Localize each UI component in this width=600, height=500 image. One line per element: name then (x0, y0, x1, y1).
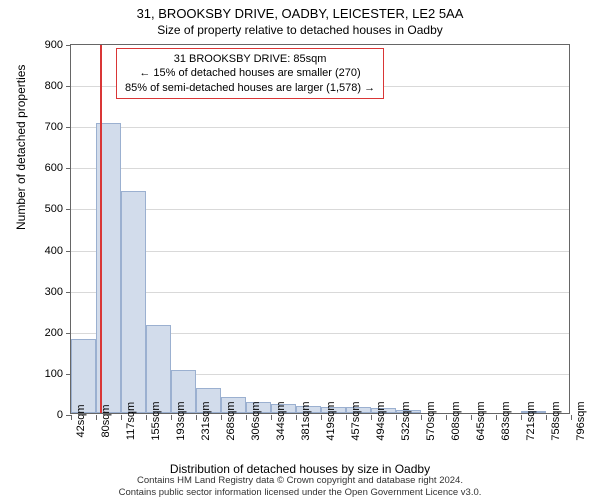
x-tick-label: 419sqm (325, 401, 337, 440)
y-tick-label: 500 (33, 203, 63, 215)
x-tick-label: 494sqm (375, 401, 387, 440)
y-tick-mark (66, 168, 71, 169)
x-tick-mark (521, 415, 522, 420)
x-tick-mark (271, 415, 272, 420)
y-tick-label: 900 (33, 39, 63, 51)
x-tick-label: 381sqm (300, 401, 312, 440)
x-tick-label: 608sqm (450, 401, 462, 440)
page-subtitle: Size of property relative to detached ho… (0, 21, 600, 41)
x-tick-mark (296, 415, 297, 420)
y-tick-label: 700 (33, 121, 63, 133)
y-axis-label: Number of detached properties (14, 65, 28, 230)
x-tick-label: 268sqm (225, 401, 237, 440)
y-tick-mark (66, 45, 71, 46)
plot-area: 010020030040050060070080090042sqm80sqm11… (70, 44, 570, 414)
x-tick-mark (471, 415, 472, 420)
y-tick-mark (66, 209, 71, 210)
y-tick-mark (66, 333, 71, 334)
annotation-line1: 31 BROOKSBY DRIVE: 85sqm (125, 52, 375, 66)
y-tick-label: 400 (33, 245, 63, 257)
x-tick-mark (96, 415, 97, 420)
footer-line1: Contains HM Land Registry data © Crown c… (0, 475, 600, 486)
y-tick-mark (66, 86, 71, 87)
histogram-bar (146, 325, 171, 413)
annotation-line2: ← 15% of detached houses are smaller (27… (125, 66, 375, 80)
x-tick-mark (396, 415, 397, 420)
y-tick-label: 200 (33, 327, 63, 339)
footer: Contains HM Land Registry data © Crown c… (0, 475, 600, 498)
grid-line (71, 168, 569, 169)
x-tick-mark (571, 415, 572, 420)
x-tick-mark (246, 415, 247, 420)
x-tick-mark (546, 415, 547, 420)
x-tick-label: 231sqm (200, 401, 212, 440)
annotation-line3: 85% of semi-detached houses are larger (… (125, 81, 375, 95)
x-tick-label: 80sqm (100, 404, 112, 437)
x-tick-label: 117sqm (125, 402, 137, 440)
x-tick-mark (371, 415, 372, 420)
x-tick-mark (421, 415, 422, 420)
x-tick-label: 645sqm (475, 401, 487, 440)
histogram-bar (71, 339, 96, 413)
x-axis-label: Distribution of detached houses by size … (0, 462, 600, 476)
y-tick-label: 800 (33, 80, 63, 92)
histogram-bar (121, 191, 146, 413)
x-tick-mark (121, 415, 122, 420)
y-tick-label: 0 (33, 409, 63, 421)
footer-line2: Contains public sector information licen… (0, 487, 600, 498)
x-tick-label: 155sqm (150, 401, 162, 440)
x-tick-label: 758sqm (550, 401, 562, 440)
chart-container: 010020030040050060070080090042sqm80sqm11… (70, 44, 570, 414)
x-tick-mark (221, 415, 222, 420)
x-tick-mark (446, 415, 447, 420)
x-tick-label: 721sqm (525, 401, 537, 440)
y-tick-mark (66, 127, 71, 128)
x-tick-label: 306sqm (250, 401, 262, 440)
x-tick-label: 532sqm (400, 401, 412, 440)
page-title: 31, BROOKSBY DRIVE, OADBY, LEICESTER, LE… (0, 0, 600, 21)
x-tick-label: 683sqm (500, 401, 512, 440)
x-tick-label: 42sqm (75, 404, 87, 437)
y-tick-label: 100 (33, 368, 63, 380)
x-tick-label: 796sqm (575, 401, 587, 440)
y-tick-label: 600 (33, 162, 63, 174)
x-tick-label: 193sqm (175, 401, 187, 440)
marker-line (100, 45, 102, 413)
y-tick-mark (66, 251, 71, 252)
x-tick-label: 457sqm (350, 401, 362, 440)
grid-line (71, 127, 569, 128)
x-tick-mark (171, 415, 172, 420)
x-tick-mark (346, 415, 347, 420)
x-tick-label: 344sqm (275, 401, 287, 440)
x-tick-mark (496, 415, 497, 420)
x-tick-mark (321, 415, 322, 420)
y-tick-mark (66, 292, 71, 293)
x-tick-mark (71, 415, 72, 420)
x-tick-mark (146, 415, 147, 420)
x-tick-label: 570sqm (425, 401, 437, 440)
y-tick-label: 300 (33, 286, 63, 298)
annotation-box: 31 BROOKSBY DRIVE: 85sqm ← 15% of detach… (116, 48, 384, 99)
x-tick-mark (196, 415, 197, 420)
